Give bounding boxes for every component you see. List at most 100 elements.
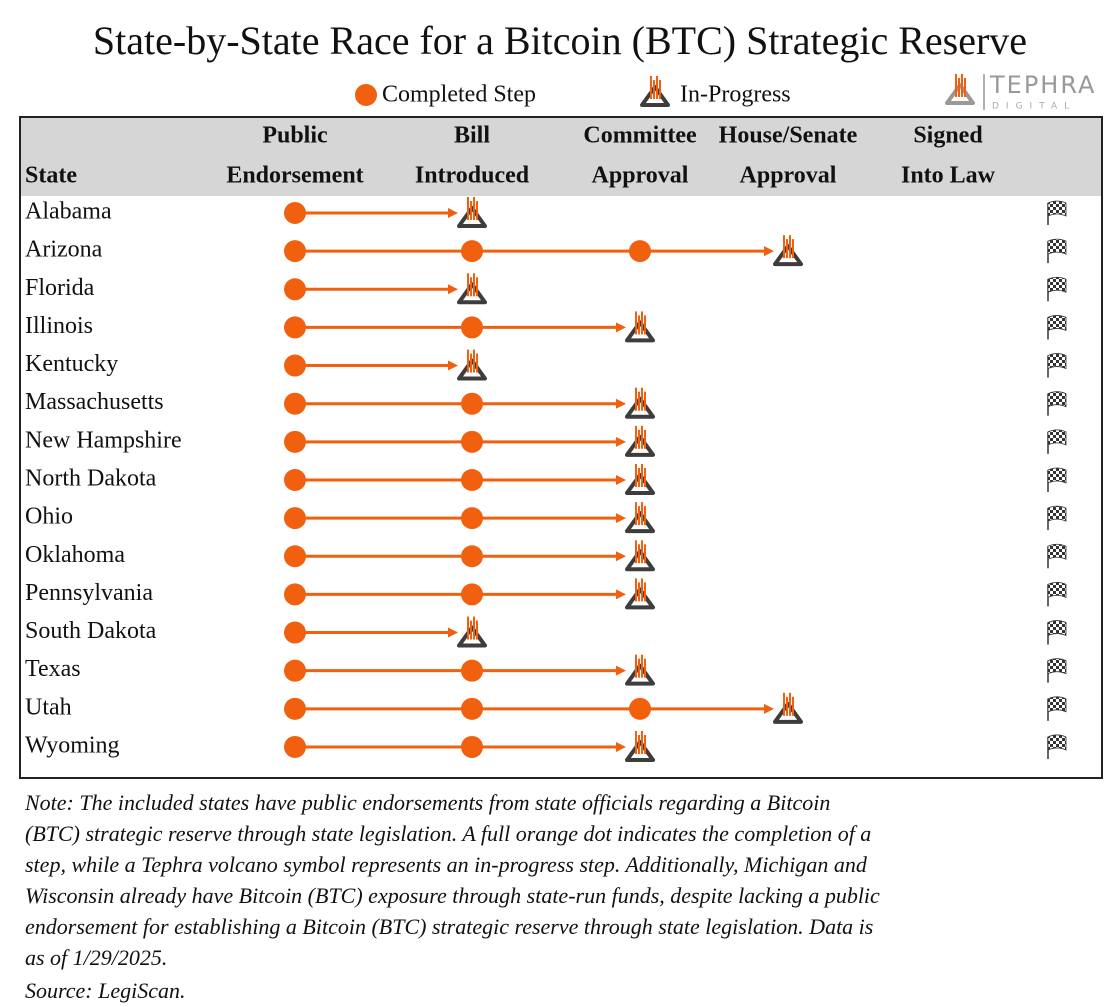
arrow-head [448, 360, 458, 371]
flag-cloth [1047, 429, 1067, 446]
finish-flag [1047, 200, 1067, 225]
finish-flag [1047, 582, 1067, 607]
completed-dot [284, 354, 306, 377]
arrow-head [616, 741, 626, 752]
table-header-bg [21, 118, 1101, 196]
completed-dot [461, 583, 483, 606]
completed-dot [461, 659, 483, 682]
state-name: Texas [25, 656, 81, 682]
completed-dot [461, 507, 483, 530]
in-progress-icon [625, 425, 655, 457]
finish-flag [1047, 238, 1067, 264]
state-name: Massachusetts [25, 389, 164, 415]
column-header: Approval [740, 163, 837, 189]
arrow-head [616, 322, 626, 333]
completed-dot [284, 278, 306, 301]
flag-cloth [1047, 200, 1067, 217]
legend-label: Completed Step [382, 82, 536, 108]
legend-dot [355, 84, 377, 106]
flag-cloth [1047, 620, 1067, 637]
in-progress-icon [625, 387, 655, 419]
completed-dot [461, 316, 483, 339]
flag-cloth [1047, 391, 1067, 408]
arrow-head [448, 208, 458, 218]
in-progress-icon [945, 74, 975, 105]
in-progress-icon [640, 76, 670, 107]
completed-dot [284, 697, 306, 720]
in-progress-icon [625, 578, 655, 610]
completed-dot [284, 468, 306, 491]
completed-dot [629, 697, 651, 720]
completed-dot [284, 621, 306, 644]
completed-dot [461, 240, 483, 263]
state-name: North Dakota [25, 465, 157, 491]
finish-flag [1047, 391, 1067, 416]
in-progress-icon [457, 616, 487, 648]
state-name: Illinois [25, 313, 93, 339]
state-name: Utah [25, 694, 72, 720]
completed-dot [284, 202, 306, 224]
in-progress-icon [773, 235, 803, 267]
completed-dot [461, 430, 483, 453]
note-line: as of 1/29/2025. [25, 945, 167, 970]
completed-dot [284, 545, 306, 568]
in-progress-icon [625, 502, 655, 534]
finish-flag [1047, 505, 1067, 531]
arrow-head [616, 436, 626, 447]
title: State-by-State Race for a Bitcoin (BTC) … [93, 18, 1027, 63]
state-name: Arizona [25, 237, 103, 263]
in-progress-icon [625, 540, 655, 572]
arrow-head [616, 589, 626, 600]
column-header: Endorsement [226, 163, 363, 189]
flag-cloth [1047, 505, 1067, 522]
completed-dot [284, 507, 306, 530]
flag-cloth [1047, 543, 1067, 560]
logo-name: TEPHRA [989, 71, 1096, 99]
flag-cloth [1047, 276, 1067, 293]
completed-dot [284, 659, 306, 682]
column-header: Committee [583, 123, 697, 149]
arrow-head [448, 627, 458, 638]
legend-label: In-Progress [680, 82, 791, 108]
in-progress-icon [457, 349, 487, 381]
flag-cloth [1047, 658, 1067, 675]
logo-sub: DIGITAL [992, 102, 1076, 112]
state-name: Pennsylvania [25, 580, 153, 606]
in-progress-icon [457, 273, 487, 305]
completed-dot [461, 468, 483, 491]
in-progress-icon [625, 463, 655, 495]
column-header: Approval [592, 163, 689, 189]
flag-cloth [1047, 696, 1067, 713]
arrow-head [616, 551, 626, 562]
arrow-head [764, 246, 774, 257]
arrow-head [616, 474, 626, 485]
completed-dot [461, 392, 483, 415]
column-header: Into Law [901, 163, 996, 189]
state-name: South Dakota [25, 618, 157, 644]
in-progress-icon [625, 654, 655, 686]
completed-dot [284, 735, 306, 758]
finish-flag [1047, 276, 1067, 302]
finish-flag [1047, 620, 1067, 645]
completed-dot [461, 545, 483, 568]
flag-cloth [1047, 238, 1067, 255]
finish-flag [1047, 543, 1067, 569]
flag-cloth [1047, 353, 1067, 370]
completed-dot [284, 430, 306, 453]
note-line: Note: The included states have public en… [24, 790, 830, 815]
column-header: Signed [913, 123, 983, 149]
flag-cloth [1047, 315, 1067, 332]
note-line: Wisconsin already have Bitcoin (BTC) exp… [25, 883, 880, 908]
in-progress-icon [625, 311, 655, 343]
arrow-head [448, 284, 458, 295]
arrow-head [616, 513, 626, 524]
flag-cloth [1047, 582, 1067, 599]
column-header: House/Senate [719, 123, 858, 149]
column-header: Public [262, 123, 328, 149]
state-name: Kentucky [25, 351, 118, 377]
completed-dot [284, 392, 306, 415]
arrow-head [616, 398, 626, 409]
column-header: Bill [454, 123, 490, 149]
state-name: Ohio [25, 504, 73, 530]
